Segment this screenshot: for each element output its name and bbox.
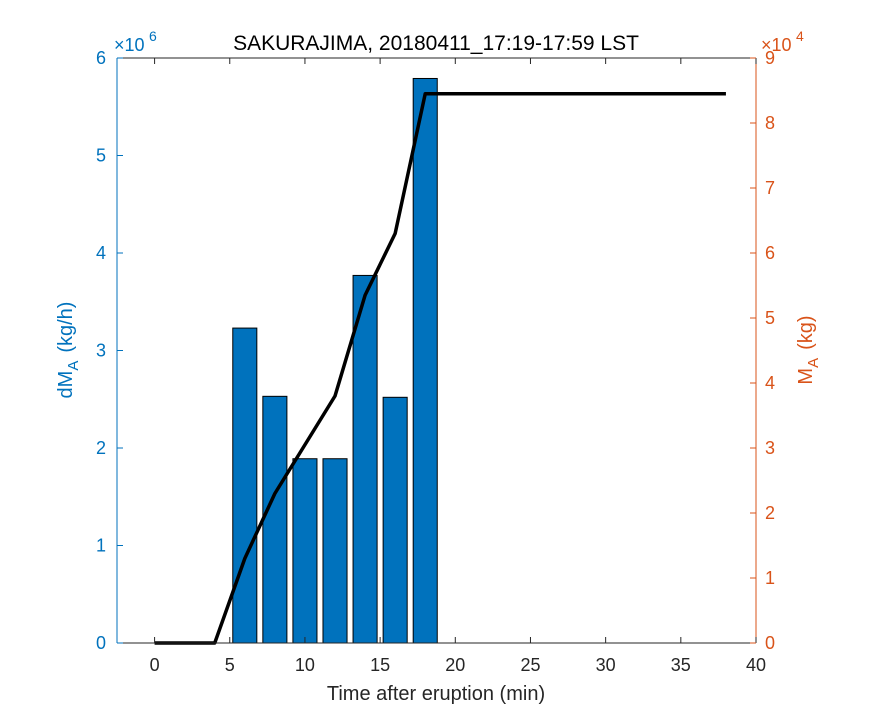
- chart-title: SAKURAJIMA, 20180411_17:19-17:59 LST: [233, 32, 639, 55]
- bar: [412, 77, 438, 644]
- right-exponent-power: 4: [796, 28, 804, 44]
- x-axis-label: Time after eruption (min): [327, 683, 545, 705]
- left-y-tick-label: 0: [96, 633, 106, 653]
- right-y-tick-label: 7: [765, 178, 775, 198]
- right-axis-label-subscript: A: [805, 358, 822, 368]
- left-y-tick-label: 6: [96, 48, 106, 68]
- right-y-tick-label: 6: [765, 243, 775, 263]
- right-exponent-base: ×10: [761, 35, 792, 55]
- right-y-tick-label: 1: [765, 568, 775, 588]
- left-y-tick-label: 3: [96, 341, 106, 361]
- left-y-tick-label: 1: [96, 536, 106, 556]
- right-y-tick-label: 2: [765, 503, 775, 523]
- x-tick-label: 25: [520, 655, 540, 675]
- right-axis-label-main: M: [795, 368, 817, 385]
- x-tick-label: 0: [150, 655, 160, 675]
- x-tick-label: 5: [225, 655, 235, 675]
- right-exponent-label: ×10 4: [761, 28, 804, 55]
- left-y-tick-label: 2: [96, 438, 106, 458]
- line-layer: [154, 92, 726, 645]
- x-tick-label: 40: [746, 655, 766, 675]
- x-tick-label: 35: [671, 655, 691, 675]
- left-exponent-base: ×10: [114, 35, 145, 55]
- left-axis-label-subscript: A: [65, 361, 82, 371]
- bar: [232, 327, 258, 644]
- left-y-tick-label: 5: [96, 146, 106, 166]
- bar: [382, 396, 408, 644]
- right-axis-label: MA (kg): [795, 315, 822, 384]
- right-y-tick-label: 0: [765, 633, 775, 653]
- bar: [262, 395, 288, 644]
- bars-layer: [232, 77, 438, 644]
- x-tick-label: 15: [370, 655, 390, 675]
- right-y-tick-label: 5: [765, 308, 775, 328]
- right-y-tick-label: 8: [765, 113, 775, 133]
- left-exponent-label: ×10 6: [114, 28, 157, 55]
- left-exponent-power: 6: [149, 28, 157, 44]
- right-axis-label-unit: (kg): [795, 315, 817, 349]
- x-tick-label: 20: [445, 655, 465, 675]
- bar: [322, 458, 348, 644]
- bar: [292, 458, 318, 644]
- bar: [352, 274, 378, 644]
- right-y-tick-label: 9: [765, 48, 775, 68]
- left-y-tick-label: 4: [96, 243, 106, 263]
- right-y-tick-label: 4: [765, 373, 775, 393]
- cumulative-mass-line: [154, 92, 726, 645]
- x-tick-label: 10: [295, 655, 315, 675]
- left-axis-label: dMA (kg/h): [55, 302, 82, 399]
- x-tick-label: 30: [596, 655, 616, 675]
- left-axis-label-main: dM: [55, 371, 77, 399]
- right-y-tick-label: 3: [765, 438, 775, 458]
- left-axis-label-unit: (kg/h): [55, 302, 77, 353]
